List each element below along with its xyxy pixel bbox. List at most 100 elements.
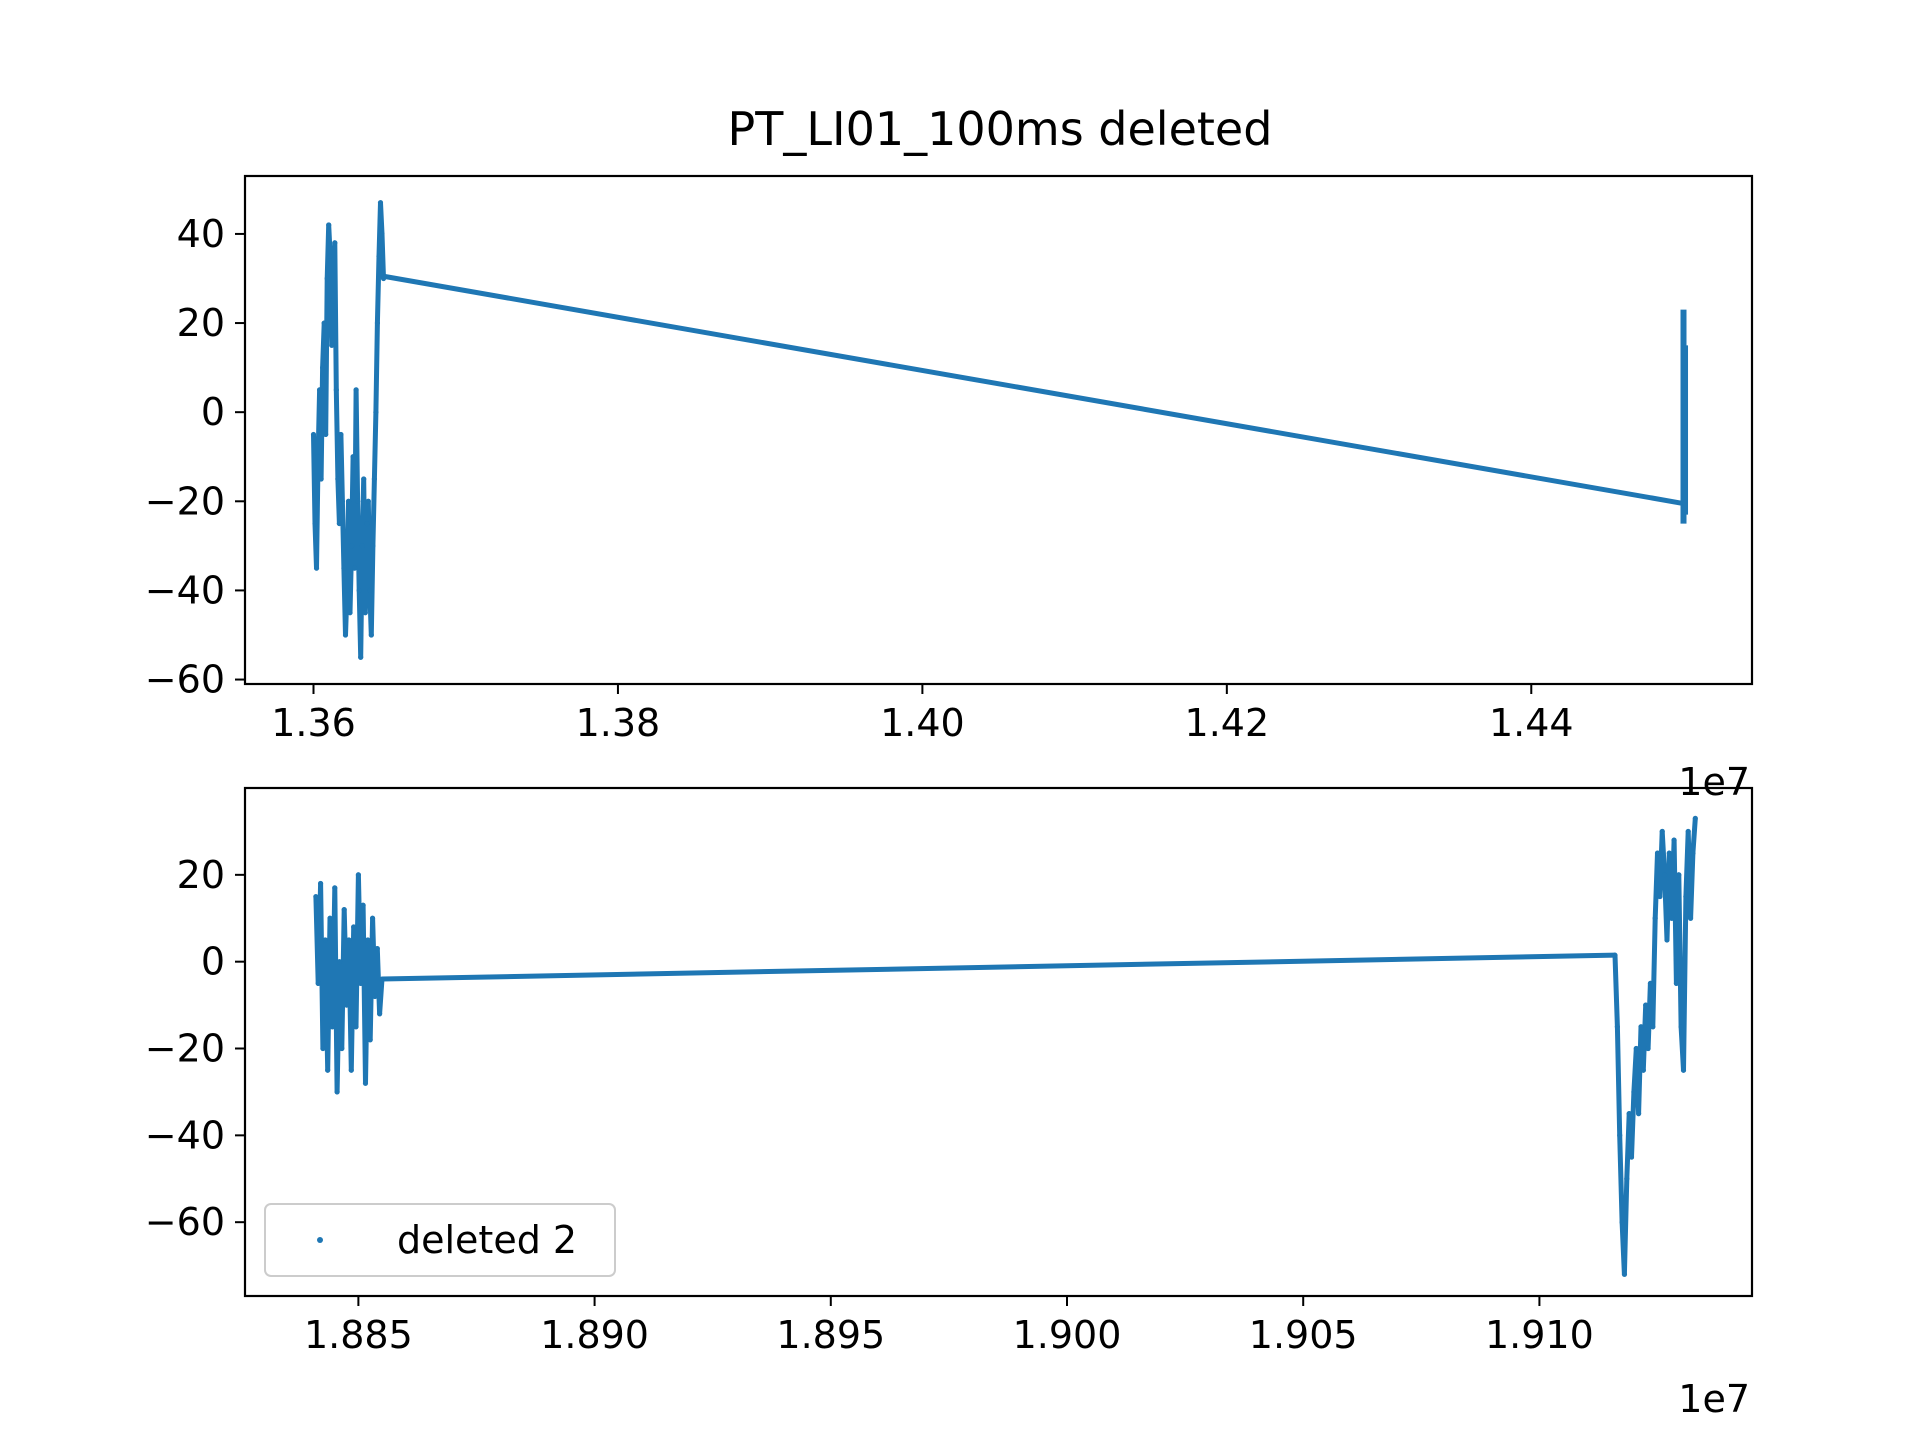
connecting-segment — [381, 952, 1616, 982]
data-point — [341, 565, 347, 571]
y-tick-label: 0 — [201, 940, 225, 984]
data-point — [320, 365, 326, 371]
data-point — [1624, 1176, 1630, 1182]
data-point — [315, 454, 321, 460]
data-point — [370, 543, 376, 549]
y-tick-label: −40 — [145, 568, 225, 612]
y-tick-label: 40 — [177, 212, 225, 256]
data-point — [1659, 828, 1665, 835]
data-point — [348, 1067, 354, 1073]
y-tick-label: 20 — [177, 853, 225, 897]
subplot-bottom-x-offset: 1e7 — [1678, 1377, 1750, 1421]
data-point — [343, 1002, 350, 1008]
data-point — [1683, 893, 1689, 900]
data-point — [359, 543, 365, 549]
data-point — [1638, 1024, 1644, 1030]
data-point — [351, 924, 357, 930]
data-point — [377, 1011, 383, 1017]
data-point — [365, 498, 371, 504]
y-tick-label: −60 — [145, 1200, 225, 1244]
legend-box — [264, 1203, 616, 1277]
data-point — [330, 298, 336, 304]
data-point — [1652, 915, 1658, 921]
data-point — [317, 880, 324, 887]
data-point — [355, 872, 361, 878]
data-point — [356, 587, 362, 594]
data-point — [1654, 850, 1661, 856]
y-tick-label: −20 — [145, 479, 225, 523]
legend-label: deleted 2 — [397, 1218, 577, 1262]
data-point — [1673, 980, 1680, 986]
data-point — [360, 902, 366, 908]
data-point — [376, 253, 382, 259]
subplot-bottom: 1.885 1.890 1.895 1.900 1.905 1.910 −60 −40 −20 0… — [145, 786, 1754, 1421]
data-point — [1643, 1002, 1649, 1008]
data-point — [336, 520, 342, 527]
data-point — [1617, 1132, 1623, 1138]
data-point — [358, 980, 364, 986]
data-point — [364, 520, 370, 527]
data-point — [1650, 1024, 1656, 1030]
data-point — [345, 498, 352, 504]
data-point — [371, 476, 377, 482]
data-point — [1676, 872, 1682, 878]
legend-marker — [317, 1237, 323, 1243]
data-point — [1614, 1024, 1620, 1030]
data-point — [339, 1045, 345, 1052]
subplot-bottom-marks — [313, 815, 1698, 1277]
data-point — [329, 1024, 335, 1030]
data-point — [1692, 815, 1698, 821]
data-point — [358, 654, 364, 660]
data-point — [332, 885, 338, 891]
data-point — [312, 520, 318, 527]
data-point — [1678, 1024, 1684, 1030]
data-point — [325, 1067, 331, 1073]
data-point — [336, 959, 343, 965]
data-point — [352, 565, 358, 571]
data-point — [379, 231, 385, 237]
data-point — [321, 320, 327, 326]
connecting-segment — [383, 273, 1684, 506]
data-point — [1633, 1045, 1639, 1052]
data-point — [1619, 1219, 1625, 1225]
data-point — [338, 431, 344, 438]
data-point — [353, 1024, 359, 1030]
data-point — [361, 476, 367, 482]
data-point — [350, 454, 356, 460]
chart-title: PT_LI01_100ms deleted — [728, 102, 1273, 156]
x-tick-label: 1.895 — [776, 1313, 885, 1357]
data-point — [339, 498, 346, 504]
data-point — [333, 387, 339, 393]
data-point — [334, 1089, 340, 1095]
data-point — [374, 320, 381, 326]
data-point — [329, 342, 335, 348]
data-point — [1685, 828, 1691, 835]
x-tick-label: 1.36 — [271, 701, 356, 745]
y-tick-label: 0 — [201, 390, 225, 434]
data-point — [313, 893, 319, 900]
data-point — [369, 915, 376, 921]
data-point — [1680, 1067, 1687, 1073]
data-point — [1626, 1111, 1632, 1117]
x-tick-label: 1.900 — [1013, 1313, 1122, 1357]
data-point — [342, 632, 349, 638]
subplot-bottom-ticks: 1.885 1.890 1.895 1.900 1.905 1.910 −60 −40 −20 0… — [145, 853, 1594, 1357]
data-point — [362, 1080, 369, 1086]
data-point — [316, 387, 323, 393]
x-tick-label: 1.910 — [1485, 1313, 1594, 1357]
data-point — [310, 431, 317, 438]
data-point — [346, 937, 352, 943]
data-point — [1631, 1089, 1637, 1095]
data-point — [367, 1037, 373, 1043]
y-tick-label: −20 — [145, 1027, 225, 1071]
data-point — [1666, 850, 1672, 856]
data-point — [324, 275, 330, 282]
x-tick-label: 1.905 — [1249, 1313, 1358, 1357]
x-tick-label: 1.42 — [1185, 701, 1270, 745]
legend: deleted 2 — [264, 1203, 616, 1277]
data-point — [1690, 850, 1696, 856]
y-tick-label: −60 — [145, 658, 225, 702]
data-point — [1647, 980, 1654, 986]
